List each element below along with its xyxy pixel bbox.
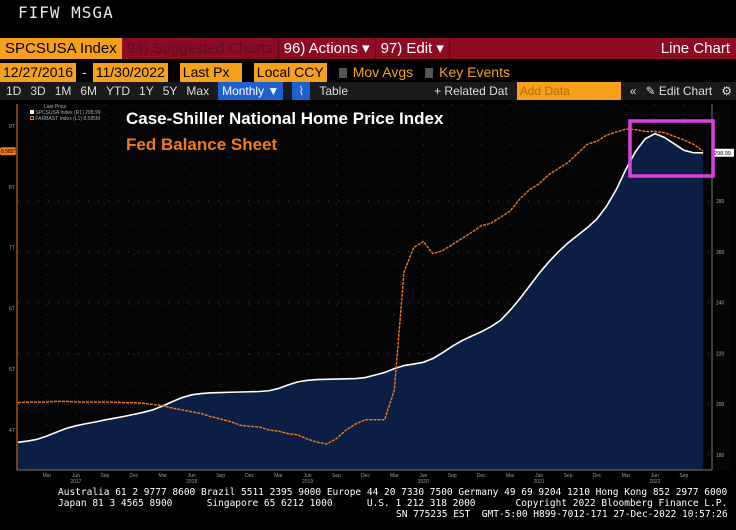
footer-line-3: SN 775235 EST GMT-5:00 H899-7012-171 27-… <box>396 509 728 520</box>
toolbar: SPCSUSA Index 94) Suggested Charts 96) A… <box>0 38 736 59</box>
x-tick-label: Jun <box>651 473 659 479</box>
x-tick-label: Dec <box>593 473 602 479</box>
period-ytd[interactable]: YTD <box>106 84 131 98</box>
x-year-label: 2017 <box>70 479 81 485</box>
legend-fed: FARBAST Index (L1) 8.585M <box>35 116 101 122</box>
x-tick-label: Jun <box>303 473 311 479</box>
x-tick-label: Mar <box>274 473 283 479</box>
period-6m[interactable]: 6M <box>80 84 98 98</box>
frequency-select[interactable]: Monthly ▼ <box>218 82 284 100</box>
fed-last-label: 8.585T <box>1 149 17 155</box>
x-year-label: 2022 <box>649 479 660 485</box>
right-tick-label: 260 <box>716 250 725 256</box>
x-tick-label: Jun <box>188 473 196 479</box>
x-year-label: 2018 <box>186 479 197 485</box>
suggested-charts-button[interactable]: 94) Suggested Charts <box>122 38 279 59</box>
x-year-label: 2020 <box>418 479 429 485</box>
currency-select[interactable]: Local CCY <box>253 63 327 82</box>
right-tick-label: 180 <box>716 453 725 459</box>
chart-subtitle: Fed Balance Sheet <box>126 135 278 154</box>
right-tick-label: 280 <box>716 199 725 205</box>
x-year-label: 2021 <box>534 479 545 485</box>
related-data-button[interactable]: + Related Dat <box>434 84 508 98</box>
x-tick-label: Sep <box>332 473 341 479</box>
period-bar: 1D 3D 1M 6M YTD 1Y 5Y Max Monthly ▼ ⌇ Ta… <box>0 82 736 100</box>
edit-menu[interactable]: 97) Edit ▾ <box>376 38 450 59</box>
period-1y[interactable]: 1Y <box>139 84 154 98</box>
chart-type-label: Line Chart <box>660 40 730 57</box>
mov-avgs-checkbox[interactable] <box>338 67 347 78</box>
footer-line-2: Japan 81 3 4565 8900 Singapore 65 6212 1… <box>58 498 728 509</box>
fed-balance-line <box>17 128 704 445</box>
line-chart-icon[interactable]: ⌇ <box>292 82 311 100</box>
period-5y[interactable]: 5Y <box>162 84 178 98</box>
x-tick-label: Jun <box>72 473 80 479</box>
last-value-label: 298.99 <box>714 151 731 157</box>
home-price-line <box>17 132 704 444</box>
x-tick-label: Jun <box>419 473 427 479</box>
left-tick-label: 7T <box>9 246 15 252</box>
collapse-icon[interactable]: « <box>629 84 637 98</box>
controls-row: 12/27/2016 - 11/30/2022 Last Px Local CC… <box>0 63 736 82</box>
x-tick-label: Mar <box>506 473 515 479</box>
x-tick-label: Dec <box>477 473 486 479</box>
start-date-input[interactable]: 12/27/2016 <box>0 63 77 82</box>
x-tick-label: Sep <box>100 473 109 479</box>
period-1m[interactable]: 1M <box>54 84 72 98</box>
x-tick-label: Sep <box>564 473 573 479</box>
left-tick-label: 4T <box>9 428 15 434</box>
command-line[interactable]: FIFW MSGA <box>18 3 114 22</box>
chart-title: Case-Shiller National Home Price Index <box>126 109 444 128</box>
x-tick-label: Sep <box>448 473 457 479</box>
period-1d[interactable]: 1D <box>6 84 22 98</box>
end-date-input[interactable]: 11/30/2022 <box>92 63 168 82</box>
right-tick-label: 240 <box>716 301 725 307</box>
x-tick-label: Mar <box>43 473 52 479</box>
date-dash: - <box>82 64 87 80</box>
edit-chart-label: Edit Chart <box>658 84 713 98</box>
period-3d[interactable]: 3D <box>30 84 46 98</box>
x-tick-label: Dec <box>361 473 370 479</box>
chart-legend: Last Price SPCSUSA Index (R1) 298.99 FAR… <box>30 104 100 122</box>
x-tick-label: Dec <box>245 473 254 479</box>
period-max[interactable]: Max <box>186 84 210 98</box>
home-price-area <box>18 133 704 470</box>
x-year-label: 2019 <box>302 479 313 485</box>
left-tick-label: 9T <box>9 124 15 130</box>
x-tick-label: Sep <box>216 473 225 479</box>
key-events-checkbox[interactable] <box>425 67 434 78</box>
left-tick-label: 6T <box>9 306 15 312</box>
x-tick-label: Mar <box>390 473 399 479</box>
x-tick-label: Jun <box>535 473 543 479</box>
last-value-badge <box>713 148 734 157</box>
highlight-box <box>628 119 715 178</box>
gear-icon[interactable]: ⚙ <box>721 84 732 98</box>
left-tick-label: 5T <box>9 367 15 373</box>
x-tick-label: Mar <box>622 473 631 479</box>
right-tick-label: 200 <box>716 402 725 408</box>
actions-menu[interactable]: 96) Actions ▾ <box>279 38 376 59</box>
left-tick-label: 8T <box>9 185 15 191</box>
fed-last-badge <box>0 147 16 156</box>
x-tick-label: Dec <box>129 473 138 479</box>
key-events-label[interactable]: Key Events <box>439 64 510 80</box>
mov-avgs-label[interactable]: Mov Avgs <box>352 64 414 80</box>
legend-home-price: SPCSUSA Index (R1) 298.99 <box>35 110 101 116</box>
footer-line-1: Australia 61 2 9777 8600 Brazil 5511 239… <box>58 487 728 498</box>
add-data-input[interactable]: Add Data <box>516 82 621 100</box>
legend-header: Last Price <box>44 104 67 110</box>
right-tick-label: 220 <box>716 351 725 357</box>
table-button[interactable]: Table <box>319 84 348 98</box>
x-tick-label: Mar <box>158 473 167 479</box>
field-select[interactable]: Last Px <box>179 63 242 82</box>
ticker-field[interactable]: SPCSUSA Index <box>0 38 122 59</box>
edit-chart-button[interactable]: ✎ Edit Chart <box>645 84 713 98</box>
x-tick-label: Sep <box>679 473 688 479</box>
